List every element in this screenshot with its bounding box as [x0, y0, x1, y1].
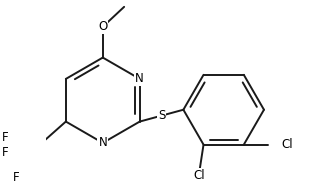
Text: F: F [1, 146, 8, 159]
Text: Cl: Cl [282, 138, 293, 151]
Text: S: S [158, 109, 165, 122]
Text: F: F [1, 131, 8, 144]
Text: F: F [13, 171, 20, 184]
Text: O: O [98, 20, 107, 33]
Text: Cl: Cl [193, 169, 205, 182]
Text: N: N [135, 72, 144, 85]
Text: N: N [98, 136, 107, 149]
